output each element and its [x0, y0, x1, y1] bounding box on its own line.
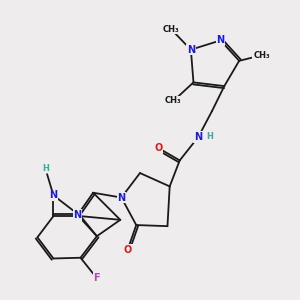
Text: H: H	[206, 132, 213, 141]
Text: N: N	[117, 193, 125, 202]
Text: N: N	[49, 190, 58, 200]
Text: CH₃: CH₃	[165, 97, 182, 106]
Text: CH₃: CH₃	[253, 51, 270, 60]
Text: O: O	[154, 143, 163, 153]
Text: CH₃: CH₃	[163, 25, 179, 34]
Text: N: N	[74, 210, 82, 220]
Text: N: N	[187, 45, 195, 55]
Text: F: F	[94, 273, 100, 283]
Text: N: N	[217, 35, 225, 45]
Text: H: H	[42, 164, 49, 173]
Text: O: O	[124, 244, 132, 255]
Text: N: N	[194, 132, 202, 142]
